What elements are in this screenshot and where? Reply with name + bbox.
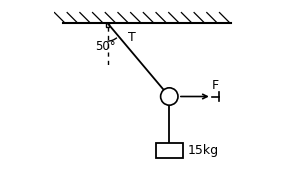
Text: 15kg: 15kg: [188, 144, 219, 157]
Text: 50°: 50°: [95, 40, 116, 52]
Circle shape: [160, 88, 178, 105]
Text: T: T: [128, 31, 136, 44]
Text: F: F: [212, 79, 219, 92]
Bar: [156, 143, 183, 158]
Bar: [106, 23, 109, 27]
